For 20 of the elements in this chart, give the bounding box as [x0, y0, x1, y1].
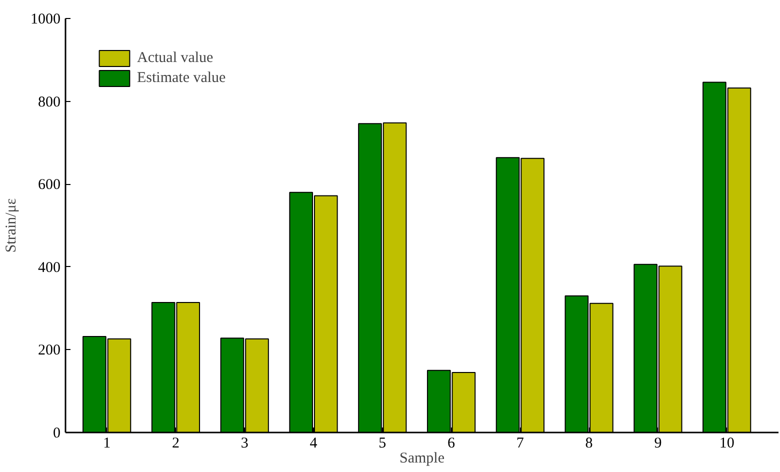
x-tick-label: 10	[719, 436, 734, 452]
x-tick-label: 7	[516, 436, 524, 452]
x-tick-label: 3	[240, 436, 248, 452]
y-axis-title: Strain/με	[4, 198, 20, 253]
y-tick-label: 1000	[30, 12, 60, 28]
x-tick-label: 4	[310, 436, 318, 452]
legend-label: Actual value	[137, 50, 214, 66]
x-tick-label: 8	[585, 436, 593, 452]
x-tick-label: 6	[448, 436, 456, 452]
y-tick-label: 400	[38, 260, 60, 276]
legend-label: Estimate value	[137, 70, 226, 86]
y-tick-label: 800	[38, 94, 60, 110]
y-tick-label: 600	[38, 177, 60, 194]
x-tick-label: 9	[654, 436, 662, 452]
x-axis-title: Sample	[400, 450, 445, 466]
x-tick-label: 1	[103, 436, 111, 452]
y-tick-label: 0	[53, 426, 60, 442]
x-tick-label: 2	[172, 436, 180, 452]
y-tick-label: 200	[38, 342, 60, 359]
x-tick-label: 5	[378, 436, 386, 452]
